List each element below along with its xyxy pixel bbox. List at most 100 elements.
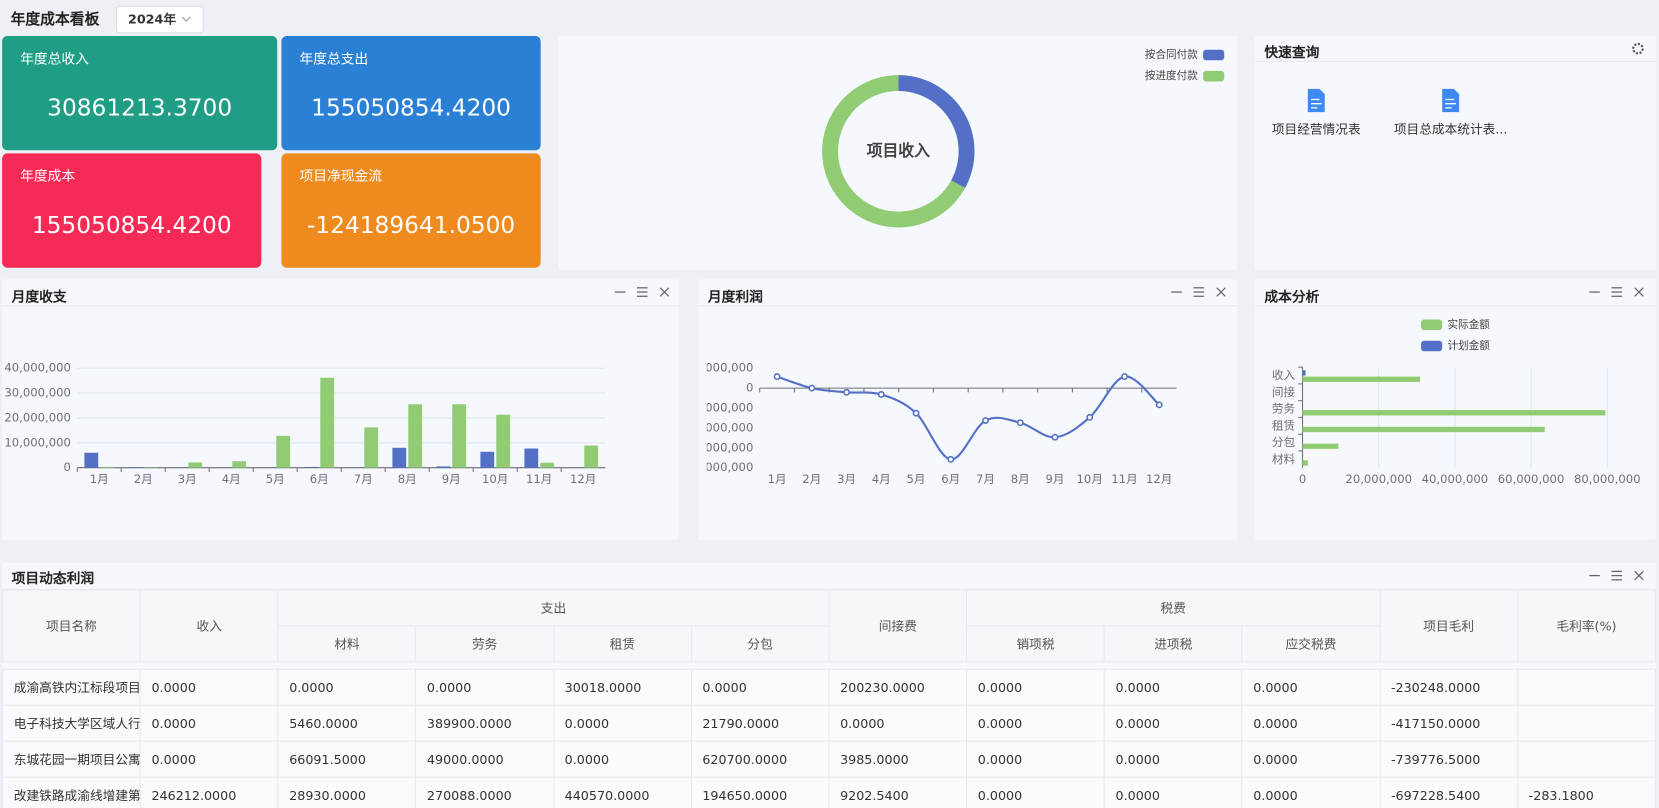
report-link[interactable]: 项目总成本统计表... (1394, 122, 1508, 137)
header-row: 材料 劳务 租赁 分包 销项税 进项税 应交税费 (3, 625, 1656, 663)
table-cell: 0.0000 (1103, 704, 1243, 742)
panel-tools[interactable] (614, 287, 670, 297)
report-icon-lines[interactable] (1310, 98, 1322, 109)
table-cell: 9202.5400 (828, 776, 968, 808)
y-tick-label: 间接 (1272, 385, 1296, 399)
line-plot: -40,000,000 -30,000,000 -20,000,000 -10,000… (683, 361, 1177, 486)
kpi-label: 年度总收入 (20, 51, 89, 67)
table-cell (1517, 740, 1656, 778)
y-tick-label: 材料 (1272, 452, 1296, 466)
bar (1302, 426, 1545, 433)
bar (496, 414, 511, 468)
x-tick-label: 12月 (570, 472, 596, 486)
kpi-value: 155050854.4200 (311, 94, 511, 121)
report-icon[interactable] (1442, 88, 1460, 113)
table-cell: 0.0000 (1241, 740, 1381, 778)
column-header: 劳务 (415, 625, 555, 663)
x-tick-label: 4月 (872, 472, 891, 486)
kpi-card (281, 153, 541, 268)
kpi-label: 年度成本 (20, 169, 75, 185)
settings-icon[interactable] (1632, 42, 1644, 55)
table-cell: 0.0000 (415, 668, 555, 706)
table-cell: 620700.0000 (690, 740, 830, 778)
x-tick-label: 9月 (442, 472, 461, 486)
close-icon[interactable] (1634, 570, 1644, 581)
kpi-value: -124189641.0500 (307, 212, 515, 239)
y-tick-label: 40,000,000 (4, 361, 71, 375)
y-tick-label: -20,000,000 (683, 420, 754, 434)
year-select[interactable] (115, 5, 204, 34)
x-tick-label: 2月 (134, 472, 153, 486)
table-cell: 3985.0000 (828, 740, 968, 778)
table-cell (1517, 668, 1656, 706)
kpi-card (2, 35, 278, 151)
x-tick-label: 4月 (222, 472, 241, 486)
bar (540, 462, 555, 468)
table-cell: 0.0000 (1103, 668, 1243, 706)
table-cell: 0.0000 (966, 668, 1105, 706)
table-cell: 0.0000 (966, 776, 1105, 808)
legend-swatch[interactable] (1421, 340, 1443, 352)
bar (524, 448, 539, 468)
legend-label[interactable]: 计划金额 (1447, 339, 1490, 352)
header-row: 项目名称 收入 支出 间接费 税费 项目毛利 毛利率(%) (2, 589, 1656, 663)
table-cell: 0.0000 (139, 668, 279, 706)
profit-table: 项目名称 收入 支出 间接费 税费 项目毛利 毛利率(%) 材料 劳务 租赁 分包 销项税 进项税 应交税… (2, 589, 1656, 808)
bar (276, 435, 291, 468)
x-tick-label: 11月 (1111, 472, 1137, 486)
x-tick-label: 8月 (1011, 472, 1030, 486)
line-point (843, 388, 851, 396)
legend-swatch[interactable] (1203, 49, 1225, 61)
report-icon-lines[interactable] (1445, 98, 1456, 109)
x-tick-label: 7月 (354, 472, 373, 486)
donut-center-label: 项目收入 (867, 141, 931, 160)
table-cell: 0.0000 (1103, 740, 1243, 778)
column-header: 收入 (139, 589, 279, 663)
legend-label[interactable]: 按进度付款 (1145, 69, 1198, 82)
panel-title: 快速查询 (1264, 44, 1319, 61)
panel-title: 月度利润 (707, 288, 763, 305)
table-cell: 66091.5000 (277, 740, 417, 778)
legend-label[interactable]: 按合同付款 (1145, 48, 1198, 61)
table-cell: 0.0000 (1241, 776, 1381, 808)
group-header: 支出 (277, 589, 830, 627)
close-icon[interactable] (659, 287, 670, 297)
line-point (1051, 433, 1059, 441)
kpi-card (2, 153, 262, 268)
x-tick-label: 10月 (482, 472, 508, 486)
report-link[interactable]: 项目经营情况表 (1272, 122, 1361, 137)
y-tick-label: 10,000,000 (687, 361, 754, 375)
table-cell: 东城花园一期项目公寓 (2, 740, 141, 778)
line-point (982, 417, 989, 424)
panel (558, 35, 1237, 270)
table-row: 东城花园一期项目公寓 0.0000 66091.5000 49000.0000 0.00… (2, 740, 1656, 778)
x-tick-label: 11月 (526, 472, 552, 486)
bar (1302, 460, 1308, 466)
legend-swatch[interactable] (1421, 319, 1443, 331)
panel-tools[interactable] (1171, 287, 1226, 297)
y-tick-label: 10,000,000 (4, 435, 71, 449)
y-tick-label: 劳务 (1272, 402, 1296, 416)
table-cell: 389900.0000 (415, 704, 555, 742)
bar (1302, 370, 1306, 376)
legend-label[interactable]: 实际金额 (1447, 318, 1490, 331)
legend-swatch[interactable] (1203, 70, 1225, 82)
close-icon[interactable] (1634, 287, 1644, 297)
table-cell: -739776.5000 (1379, 740, 1519, 778)
x-tick-label: 8月 (398, 472, 417, 486)
bar (1302, 376, 1421, 382)
line-point (1155, 401, 1163, 409)
bar (84, 452, 99, 468)
line-point (773, 373, 781, 381)
line-point (912, 409, 920, 417)
year-select-value[interactable]: 2024年 (128, 12, 176, 27)
report-icon[interactable] (1307, 88, 1325, 113)
bar (100, 466, 115, 468)
table-cell: 0.0000 (966, 704, 1105, 742)
x-tick-label: 1月 (90, 472, 109, 486)
close-icon[interactable] (1216, 287, 1226, 297)
panel-tools[interactable] (1589, 570, 1644, 581)
panel-tools[interactable] (1589, 287, 1644, 297)
bar (364, 427, 379, 468)
column-header: 项目名称 (2, 589, 141, 663)
